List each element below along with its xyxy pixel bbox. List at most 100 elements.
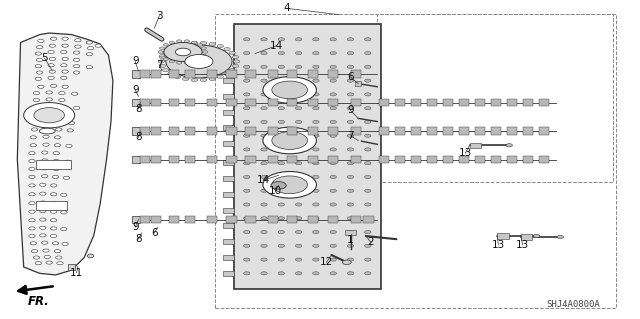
Bar (523, 127, 533, 135)
Circle shape (348, 38, 354, 41)
Circle shape (184, 40, 189, 42)
Circle shape (313, 52, 319, 55)
Bar (539, 127, 548, 135)
Bar (268, 156, 278, 163)
Circle shape (29, 167, 35, 171)
Circle shape (313, 134, 319, 137)
Bar (475, 99, 485, 106)
Circle shape (198, 44, 203, 46)
Circle shape (278, 107, 285, 110)
Circle shape (224, 72, 230, 75)
Circle shape (348, 52, 354, 55)
Text: FR.: FR. (28, 295, 49, 308)
Circle shape (313, 148, 319, 151)
Circle shape (365, 79, 371, 82)
Circle shape (65, 160, 71, 163)
Circle shape (62, 37, 68, 40)
Circle shape (36, 71, 43, 74)
Circle shape (244, 65, 250, 69)
Text: 1: 1 (348, 235, 354, 245)
Bar (287, 156, 297, 163)
Circle shape (95, 44, 101, 47)
Bar (185, 127, 195, 135)
Bar (223, 125, 234, 130)
Circle shape (31, 250, 38, 253)
Circle shape (33, 99, 40, 102)
Circle shape (244, 175, 250, 179)
Circle shape (365, 107, 371, 110)
Circle shape (51, 184, 57, 187)
Circle shape (296, 203, 302, 206)
Circle shape (46, 98, 52, 101)
Bar (443, 156, 453, 163)
Circle shape (261, 148, 268, 151)
Circle shape (177, 62, 182, 64)
Circle shape (296, 148, 302, 151)
Bar (523, 156, 533, 163)
Circle shape (184, 62, 189, 64)
Circle shape (74, 58, 80, 62)
Circle shape (261, 52, 268, 55)
Circle shape (74, 71, 80, 74)
Circle shape (296, 93, 302, 96)
Bar (491, 127, 501, 135)
Circle shape (185, 55, 213, 69)
Circle shape (244, 134, 250, 137)
Circle shape (313, 189, 319, 192)
Circle shape (48, 112, 54, 115)
Circle shape (313, 38, 319, 41)
Circle shape (348, 148, 354, 151)
Circle shape (29, 234, 35, 238)
Circle shape (74, 65, 80, 68)
Circle shape (48, 50, 54, 54)
Bar (151, 156, 161, 163)
Bar (268, 70, 278, 78)
Circle shape (278, 272, 285, 275)
Circle shape (61, 211, 67, 214)
Circle shape (365, 230, 371, 234)
Bar (346, 230, 356, 235)
Circle shape (278, 65, 285, 69)
Circle shape (263, 172, 316, 198)
Circle shape (229, 69, 236, 72)
Bar (443, 127, 453, 135)
Circle shape (86, 41, 93, 44)
Circle shape (43, 249, 49, 252)
Bar (223, 208, 234, 213)
Bar (380, 127, 390, 135)
Circle shape (348, 217, 354, 220)
Circle shape (72, 92, 78, 95)
Circle shape (209, 77, 216, 80)
Circle shape (46, 91, 52, 94)
Circle shape (348, 107, 354, 110)
Circle shape (166, 45, 232, 78)
Text: 9: 9 (132, 222, 138, 232)
Bar (328, 156, 339, 163)
Circle shape (261, 134, 268, 137)
Circle shape (40, 192, 46, 195)
Bar (411, 99, 421, 106)
Bar (169, 156, 179, 163)
Circle shape (365, 272, 371, 275)
Circle shape (330, 162, 337, 165)
Circle shape (174, 75, 180, 78)
Circle shape (261, 79, 268, 82)
Bar (351, 70, 361, 78)
Bar (151, 127, 161, 135)
Circle shape (62, 85, 68, 88)
Circle shape (365, 203, 371, 206)
Circle shape (75, 45, 81, 48)
Circle shape (35, 262, 42, 265)
Circle shape (75, 39, 81, 42)
Circle shape (35, 106, 42, 109)
Circle shape (86, 53, 93, 56)
Bar (351, 156, 361, 163)
Bar (169, 99, 179, 106)
Circle shape (29, 175, 35, 178)
Bar (185, 156, 195, 163)
Bar (207, 127, 218, 135)
Circle shape (313, 203, 319, 206)
Circle shape (365, 38, 371, 41)
Circle shape (177, 40, 182, 42)
Circle shape (164, 42, 202, 62)
